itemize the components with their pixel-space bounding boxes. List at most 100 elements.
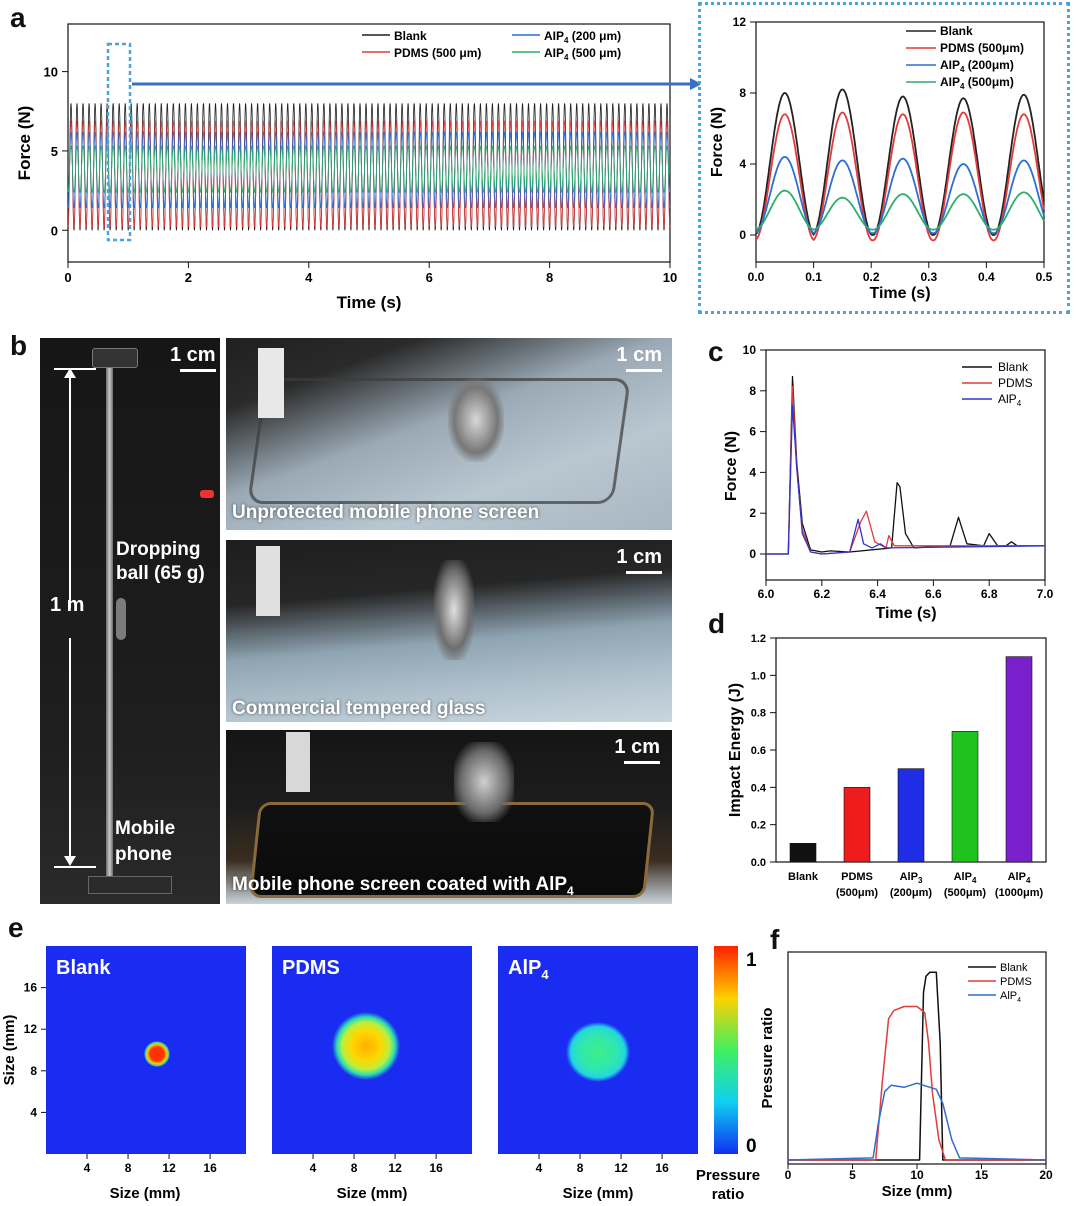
c-ytick-label-0: 0 [749,547,756,561]
colorbar [714,946,738,1154]
a-xtick-label-1: 2 [185,270,192,285]
panel-c-x-ticks: 6.0 6.2 6.4 6.6 6.8 7.0 [758,580,1054,601]
height-arrow-upper [69,372,71,608]
panel-f-x-ticks: 0 5 10 15 20 [785,1164,1053,1182]
d-cat-label-1: PDMS [841,871,873,883]
panel-a-x-ticks: 0 2 4 6 8 10 [64,262,677,285]
ai-ytick-label-0: 0 [739,228,746,242]
d-ytick-label-5: 1.0 [751,670,766,682]
inset-legend-pdms: PDMS (500μm) [940,41,1024,55]
panel-c-axes [765,349,1046,581]
panel-a-xlabel: Time (s) [337,293,402,312]
drop-tower-photo: 1 m Dropping ball (65 g) Mobile phone 1 … [40,338,220,904]
heatmap-title-aip-sub: 4 [541,967,549,982]
e-xtick-label-0-2: 12 [162,1161,176,1175]
panel-label-c: c [708,336,724,367]
red-clip [200,490,214,498]
scale-bar-2-text: 1 cm [616,546,662,568]
inset-series-group [755,88,1045,242]
scale-bar-3: 1 cm [614,736,660,764]
d-cat-sub-2: 3 [918,876,923,885]
colorbar-max: 1 [746,950,757,971]
inset-axes [755,21,1045,263]
panel-d-x-ticks: Blank PDMS(500μm)AlP3(200μm)AlP4(500μm)Al… [788,871,1043,899]
f-legend-aip-main: AlP [1000,990,1017,1002]
c-xtick-label-2: 6.4 [869,587,886,601]
legend-aip500-sub: 4 [564,53,569,62]
bar-3 [951,731,979,863]
e-xtick-label-1-0: 4 [310,1161,317,1175]
e-xtick-label-1-1: 8 [351,1161,358,1175]
legend-blank: Blank [394,29,427,43]
c-ytick-label-4: 8 [749,384,756,398]
caption-coated-main: Mobile phone screen coated with AlP [232,874,568,896]
d-cat-label-0: Blank [788,871,819,883]
panel-f-xlabel: Size (mm) [882,1183,953,1200]
panel-a-zoom-arrowhead [690,78,700,90]
caption-coated: Mobile phone screen coated with AlP4 [232,874,574,898]
panel-d-y-ticks: 0.0 0.2 0.4 0.6 0.8 1.0 1.2 [751,633,776,869]
heatmap-pdms-xlabel: Size (mm) [337,1185,408,1202]
hotspot-blank [144,1041,170,1067]
panel-e-ticks: 4 8 12 16 4 8 12 16 4 8 12 16 4 8 12 16 [24,981,669,1175]
legend-aip200-main: AIP [544,29,564,43]
d-cat-line2-4: (1000μm) [995,887,1044,899]
f-xtick-label-0: 0 [785,1168,792,1182]
c-xtick-label-5: 7.0 [1037,587,1054,601]
heatmap-aip-xlabel: Size (mm) [563,1185,634,1202]
a-xtick-label-5: 10 [663,270,677,285]
panel-c-y-ticks: 0 2 4 6 8 10 [743,343,766,561]
inset-series-3 [755,189,1045,231]
d-cat-main-0: Blank [788,871,819,883]
falling-ball [116,598,126,640]
inset-legend-aip200-tail: (200μm) [964,58,1013,72]
a-xtick-label-3: 6 [426,270,433,285]
panel-a-series-1 [67,120,671,228]
d-ytick-label-4: 0.8 [751,708,766,720]
inset-ylabel: Force (N) [709,107,726,177]
caption-unprotected: Unprotected mobile phone screen [232,502,540,523]
f-xtick-label-4: 20 [1039,1168,1053,1182]
e-xtick-label-2-1: 8 [577,1161,584,1175]
panel-a-inset-frame [698,2,1070,314]
f-legend-aip-sub: 4 [1017,997,1021,1004]
legend-aip200: AIP4 (200 μm) [544,29,621,45]
panel-f-series-1 [788,1005,1046,1161]
a-ytick-label-0: 0 [51,223,58,238]
panel-c-ylabel: Force (N) [723,431,740,501]
panel-d-chart: 0.0 0.2 0.4 0.6 0.8 1.0 1.2 Blank PDMS (500μm) Al… [727,633,1047,899]
bar-0 [789,843,817,863]
ai-ytick-label-2: 8 [739,86,746,100]
c-xtick-label-3: 6.6 [925,587,942,601]
ball-label-line2: ball (65 g) [116,563,205,584]
ai-ytick-label-1: 4 [739,157,746,171]
panel-a-series-group [67,103,671,231]
e-xtick-label-1-3: 16 [429,1161,443,1175]
legend-aip200-sub: 4 [564,36,569,45]
photo-unprotected: 1 cm Unprotected mobile phone screen [226,338,672,530]
legend-pdms: PDMS (500 μm) [394,46,481,60]
heatmap-title-pdms: PDMS [282,957,340,979]
d-cat-line2-2: (200μm) [890,887,933,899]
panel-a-legend: Blank PDMS (500 μm) AIP4 (200 μm) AIP4 (… [362,29,621,62]
panel-c-series-2 [766,404,1046,555]
f-xtick-label-1: 5 [849,1168,856,1182]
panel-a-series-2 [67,130,671,209]
height-arrowhead-down [64,856,76,866]
inset-xlabel: Time (s) [869,285,930,302]
c-ytick-label-1: 2 [749,506,756,520]
inset-y-ticks: 0 4 8 12 [733,15,756,242]
ai-xtick-label-3: 0.3 [920,270,937,284]
heatmap-blank-xlabel: Size (mm) [110,1185,181,1202]
panel-f-series-group [787,971,1047,1161]
d-cat-label-2: AlP3 [900,871,923,885]
panel-a-series-3 [67,145,671,194]
scale-bar-1-line [626,369,662,372]
d-cat-label-4: AlP4 [1008,871,1031,885]
tower-pole [106,356,113,886]
f-legend-pdms: PDMS [1000,976,1032,988]
bar-4 [1005,656,1033,863]
f-legend-blank: Blank [1000,962,1028,974]
photo-coated: 1 cm Mobile phone screen coated with AlP… [226,730,672,904]
d-cat-main-3: AlP [954,871,972,883]
